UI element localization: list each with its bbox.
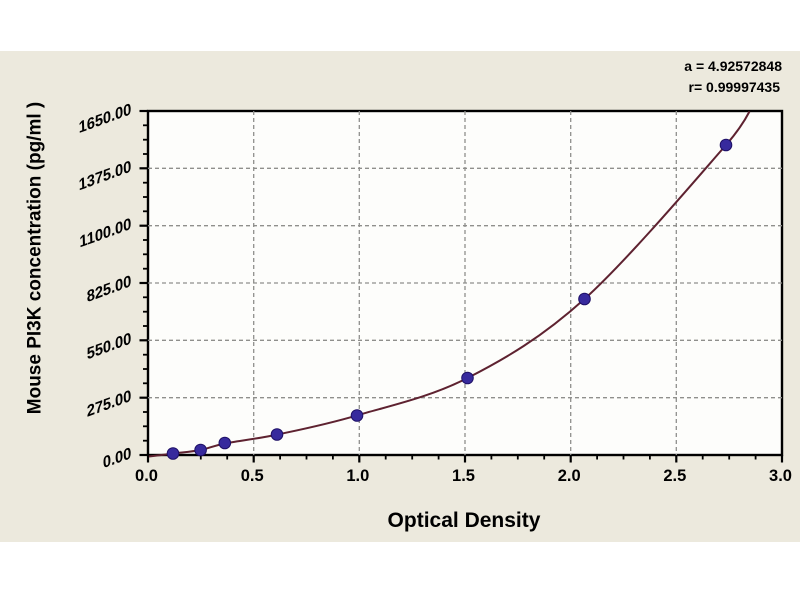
svg-text:Optical Density: Optical Density	[388, 509, 541, 532]
svg-text:2.0: 2.0	[558, 467, 581, 485]
svg-text:2.5: 2.5	[663, 467, 686, 485]
svg-text:3.0: 3.0	[769, 467, 792, 485]
svg-text:a = 4.92572848: a = 4.92572848	[684, 58, 782, 74]
svg-text:1.0: 1.0	[346, 467, 369, 485]
svg-text:0.5: 0.5	[241, 467, 264, 485]
svg-text:1.5: 1.5	[452, 467, 475, 485]
svg-text:0.0: 0.0	[135, 467, 158, 485]
svg-text:Mouse PI3K concentration (pg/m: Mouse PI3K concentration (pg/ml )	[25, 102, 46, 414]
svg-text:r= 0.99997435: r= 0.99997435	[689, 79, 781, 95]
